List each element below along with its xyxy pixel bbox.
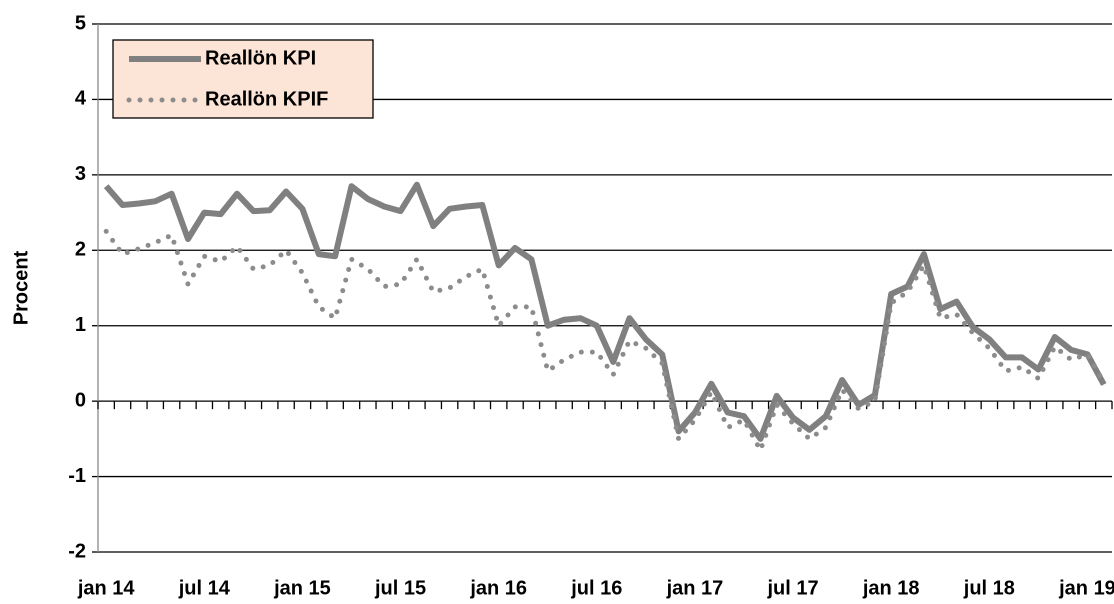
x-tick-label: jan 15 bbox=[273, 577, 331, 599]
y-tick-label: 5 bbox=[75, 12, 86, 34]
x-tick-label: jan 14 bbox=[77, 577, 136, 599]
y-tick-label: -1 bbox=[68, 465, 86, 487]
x-tick-label: jul 17 bbox=[767, 577, 819, 599]
x-tick-label: jul 18 bbox=[963, 577, 1015, 599]
series-line bbox=[103, 228, 1107, 453]
y-tick-label: 4 bbox=[75, 88, 87, 110]
y-tick-label: -2 bbox=[68, 540, 86, 562]
x-tick-label: jan 19 bbox=[1058, 577, 1114, 599]
x-tick-label: jul 14 bbox=[178, 577, 231, 599]
x-tick-label: jan 18 bbox=[862, 577, 920, 599]
series-line bbox=[103, 181, 1107, 442]
legend-label: Reallön KPIF bbox=[205, 88, 328, 110]
y-tick-label: 2 bbox=[75, 239, 86, 261]
x-tick-label: jul 16 bbox=[570, 577, 622, 599]
x-tick-label: jan 16 bbox=[469, 577, 527, 599]
y-tick-label: 1 bbox=[75, 314, 86, 336]
legend-label: Reallön KPI bbox=[205, 47, 316, 69]
y-tick-label: 0 bbox=[75, 389, 86, 411]
y-axis-label: Procent bbox=[10, 250, 32, 325]
x-tick-label: jul 15 bbox=[374, 577, 426, 599]
x-tick-label: jan 17 bbox=[666, 577, 724, 599]
legend-box bbox=[112, 39, 374, 119]
y-tick-label: 3 bbox=[75, 163, 86, 185]
